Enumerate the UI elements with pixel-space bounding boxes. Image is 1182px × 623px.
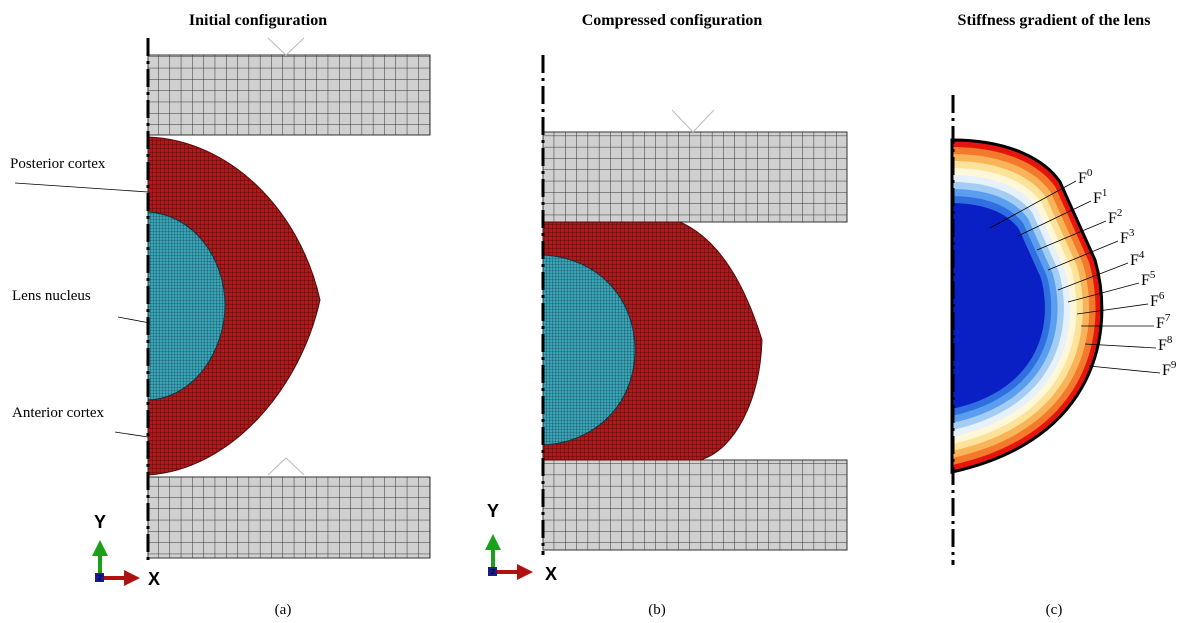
layer-label: F5 <box>1141 269 1156 289</box>
axis-label: X <box>545 564 557 584</box>
panel-title: Stiffness gradient of the lens <box>958 12 1151 29</box>
compression-plate <box>148 477 430 558</box>
layer-label: F3 <box>1120 227 1135 247</box>
layer-sup: 9 <box>1171 359 1177 371</box>
layer-base: F <box>1120 230 1129 247</box>
leader-line <box>115 432 148 437</box>
layer-base: F <box>1156 315 1165 332</box>
layer-label: F8 <box>1158 334 1173 354</box>
layer-label: F1 <box>1093 187 1107 207</box>
caption: (a) <box>275 602 292 618</box>
layer-base: F <box>1078 170 1087 187</box>
layer-sup: 4 <box>1139 249 1145 261</box>
layer-base: F <box>1093 190 1102 207</box>
label: Anterior cortex <box>12 405 105 421</box>
caption: (b) <box>648 602 666 618</box>
compression-plate <box>148 55 430 135</box>
layer-label: F2 <box>1108 207 1122 227</box>
stiffness-layers <box>952 140 1102 472</box>
layer-base: F <box>1162 362 1171 379</box>
leader-line <box>118 317 150 323</box>
layer-sup: 7 <box>1165 312 1171 324</box>
layer-sup: 5 <box>1150 269 1156 281</box>
panel-title: Compressed configuration <box>582 12 763 29</box>
axis-label: Y <box>94 512 106 532</box>
compression-plate <box>543 132 847 222</box>
axis-label: Z <box>98 575 103 582</box>
leader-line <box>15 183 148 192</box>
label: Posterior cortex <box>10 156 106 172</box>
layer-label: F7 <box>1156 312 1171 332</box>
layer-base: F <box>1150 293 1159 310</box>
layer-label: F9 <box>1162 359 1177 379</box>
layer-label: F0 <box>1078 167 1093 187</box>
axis-label: Z <box>491 569 496 576</box>
layer-sup: 6 <box>1159 290 1165 302</box>
axis-label: X <box>148 569 160 589</box>
caption: (c) <box>1046 602 1063 618</box>
figure: Initial configuration Posterior cortex L… <box>0 0 1182 623</box>
layer-sup: 0 <box>1087 167 1093 179</box>
layer-base: F <box>1130 252 1139 269</box>
label: Lens nucleus <box>12 288 91 304</box>
layer-label: F4 <box>1130 249 1145 269</box>
layer-base: F <box>1108 210 1117 227</box>
layer-base: F <box>1158 337 1167 354</box>
layer-sup: 1 <box>1102 187 1108 199</box>
leader-line <box>1089 366 1160 373</box>
layer-sup: 2 <box>1117 207 1123 219</box>
compression-plate <box>543 460 847 550</box>
layer-label: F6 <box>1150 290 1165 310</box>
panel-title: Initial configuration <box>189 12 327 29</box>
layer-sup: 8 <box>1167 334 1173 346</box>
layer-sup: 3 <box>1129 227 1135 239</box>
axis-label: Y <box>487 501 499 521</box>
layer-base: F <box>1141 272 1150 289</box>
